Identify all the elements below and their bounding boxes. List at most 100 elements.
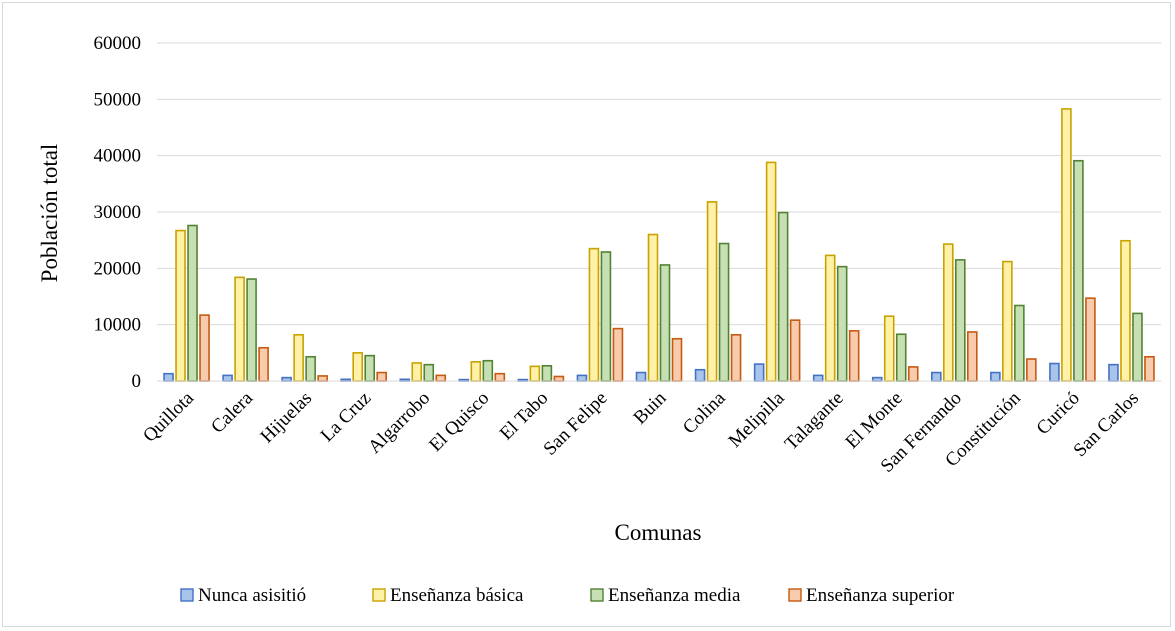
bar-15-3: [1085, 297, 1096, 382]
bar-8-2: [659, 264, 671, 382]
y-tick-label: 0: [132, 371, 142, 392]
x-axis-ticks: Quillota Calera Hijuelas La CruzAlgarroboEl…: [139, 387, 1143, 477]
legend-swatch: [180, 588, 194, 602]
bar-6-2: [541, 364, 553, 382]
bar-1-0: [222, 374, 233, 382]
y-tick-label: 20000: [94, 258, 142, 279]
bar-9-1: [706, 201, 718, 382]
bar-7-1: [588, 247, 600, 382]
legend-label: Enseñanza superior: [806, 585, 955, 606]
bar-2-3: [317, 375, 328, 382]
bar-4-1: [411, 362, 423, 382]
gridlines: [157, 42, 1161, 326]
x-tick-label: Calera: [207, 387, 257, 437]
bar-13-3: [966, 331, 978, 382]
bar-12-1: [883, 315, 895, 382]
legend-swatch: [590, 588, 604, 602]
bar-14-3: [1026, 358, 1037, 382]
bar-3-1: [352, 352, 364, 382]
legend: Nunca asisitió Enseñanza básica Enseñanza …: [180, 585, 955, 606]
bar-15-2: [1073, 159, 1084, 382]
bar-16-1: [1120, 239, 1131, 382]
bar-4-2: [423, 363, 435, 382]
x-tick-label: La Cruz: [317, 388, 376, 447]
bar-12-0: [871, 376, 883, 382]
bar-8-1: [647, 233, 659, 382]
bar-13-0: [930, 371, 942, 382]
bar-16-2: [1132, 312, 1143, 382]
bar-9-2: [718, 242, 730, 382]
bar-3-3: [376, 371, 388, 382]
bar-0-0: [163, 372, 174, 382]
legend-label: Enseñanza básica: [390, 585, 524, 606]
legend-label: Nunca asisitió: [198, 585, 306, 606]
bar-6-3: [553, 375, 565, 382]
x-tick-label: El Tabo: [496, 388, 553, 445]
bar-1-3: [258, 346, 269, 382]
bar-16-0: [1108, 363, 1119, 382]
y-tick-label: 60000: [94, 33, 142, 54]
y-tick-label: 10000: [94, 315, 142, 336]
bar-8-3: [671, 337, 683, 382]
x-tick-label: Hijuelas: [257, 388, 317, 448]
x-tick-label: San Felipe: [540, 388, 612, 460]
grouped-bar-chart: 0 10000 20000 30000 40000 50000 60000 Quillota…: [37, 33, 1161, 606]
y-axis-ticks: 0 10000 20000 30000 40000 50000 60000: [94, 33, 142, 392]
bars: [163, 108, 1155, 382]
bar-0-2: [187, 224, 198, 382]
y-tick-label: 30000: [94, 202, 142, 223]
bar-7-0: [576, 374, 588, 382]
bar-4-3: [435, 374, 447, 382]
bar-14-0: [990, 371, 1001, 382]
bar-13-1: [942, 243, 954, 382]
x-tick-label: El Quisco: [425, 388, 493, 456]
bar-13-2: [954, 259, 966, 382]
x-tick-label: Colina: [679, 387, 730, 438]
bar-2-1: [293, 334, 304, 382]
x-axis-title: Comunas: [615, 520, 702, 545]
bar-1-2: [246, 278, 257, 382]
bar-11-0: [812, 374, 824, 382]
x-tick-label: Buin: [630, 387, 671, 428]
x-tick-label: Curicó: [1033, 388, 1084, 439]
bar-5-2: [482, 359, 494, 382]
x-tick-label: Quillota: [139, 387, 198, 446]
bar-6-1: [529, 365, 541, 382]
y-axis-title: Población total: [37, 144, 62, 283]
bar-2-0: [281, 376, 292, 382]
bar-7-2: [600, 251, 612, 382]
y-tick-label: 50000: [94, 89, 142, 110]
bar-0-3: [199, 314, 210, 382]
bar-11-3: [848, 330, 860, 382]
bar-1-1: [234, 276, 245, 382]
bar-3-2: [364, 354, 376, 382]
bar-10-0: [753, 363, 765, 382]
bar-14-1: [1002, 260, 1013, 382]
bar-9-0: [694, 368, 706, 382]
bar-14-2: [1014, 304, 1025, 382]
x-tick-label: San Carlos: [1070, 388, 1143, 461]
y-tick-label: 40000: [94, 146, 142, 167]
legend-swatch: [788, 588, 802, 602]
bar-12-2: [895, 333, 907, 382]
bar-5-3: [494, 372, 506, 382]
x-tick-label: Talagante: [781, 388, 848, 455]
bar-9-3: [730, 334, 742, 382]
bar-2-2: [305, 355, 316, 382]
legend-swatch: [372, 588, 386, 602]
bar-10-3: [789, 319, 801, 382]
bar-11-2: [836, 265, 848, 382]
bar-5-1: [470, 361, 482, 382]
x-tick-label: Algarrobo: [364, 388, 434, 458]
bar-8-0: [635, 371, 647, 382]
x-tick-label: Melipilla: [725, 387, 790, 452]
legend-label: Enseñanza media: [608, 585, 741, 606]
bar-16-3: [1144, 355, 1155, 382]
bar-10-2: [777, 211, 789, 382]
bar-0-1: [175, 229, 186, 382]
bar-12-3: [907, 366, 919, 382]
bar-15-1: [1061, 108, 1072, 382]
bar-10-1: [765, 161, 777, 382]
bar-15-0: [1049, 362, 1060, 382]
